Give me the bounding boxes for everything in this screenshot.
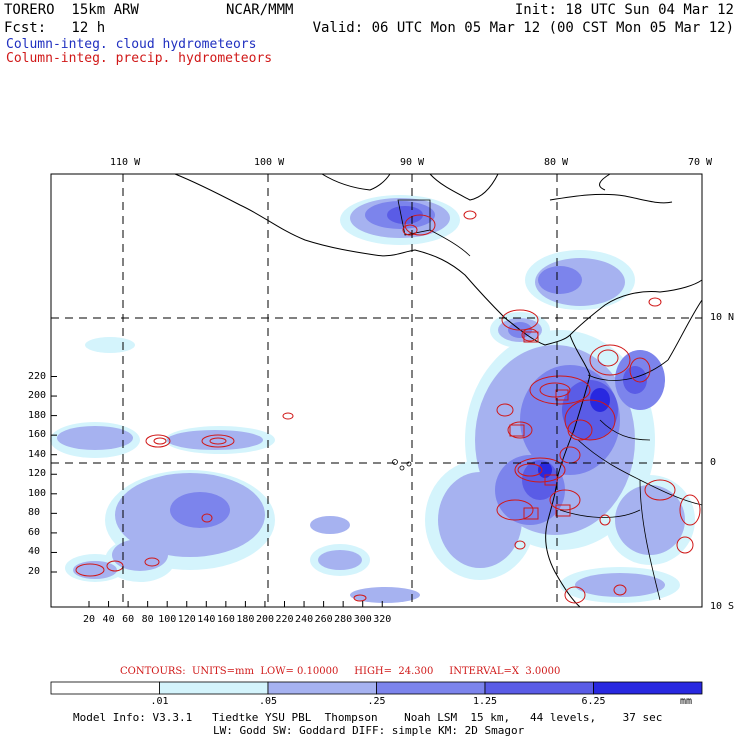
org-label: NCAR/MMM (226, 2, 294, 18)
x-tick-label: 260 (314, 614, 333, 625)
precip-field-label: Column-integ. precip. hydrometeors (6, 51, 273, 66)
precip-contours (75, 210, 701, 604)
x-tick-label: 300 (353, 614, 372, 625)
x-tick-label: 140 (197, 614, 216, 625)
colorbar-swatch (484, 681, 594, 695)
y-tick-label: 180 (28, 409, 47, 421)
y-tick-label: 140 (28, 448, 47, 460)
y-tick-label: 160 (28, 429, 47, 441)
cloud-field-label: Column-integ. cloud hydrometeors (6, 37, 257, 52)
y-tick-label: 100 (28, 487, 47, 499)
lat-label-10n: 10 N (710, 312, 735, 323)
colorbar-tick-label: .05 (259, 696, 278, 707)
forecast-hour: Fcst: 12 h (4, 20, 106, 36)
coastlines (174, 173, 703, 608)
lon-label-70w: 70 W (688, 157, 713, 168)
colorbar-tick-label: .01 (150, 696, 169, 707)
colorbar (50, 681, 703, 695)
x-tick-label: 320 (373, 614, 392, 625)
x-tick-label: 200 (255, 614, 274, 625)
x-tick-label: 180 (236, 614, 255, 625)
map-frame (50, 173, 703, 608)
x-tick-label: 120 (177, 614, 196, 625)
x-tick-label: 60 (122, 614, 135, 625)
colorbar-swatch (159, 681, 269, 695)
x-tick-label: 240 (295, 614, 314, 625)
lat-label-10s: 10 S (710, 601, 735, 612)
lon-label-80w: 80 W (544, 157, 569, 168)
physics-info: LW: Godd SW: Goddard DIFF: simple KM: 2D… (213, 724, 525, 737)
x-tick-label: 160 (216, 614, 235, 625)
colorbar-tick-label: 1.25 (473, 696, 498, 707)
colorbar-swatch (50, 681, 160, 695)
model-info: Model Info: V3.3.1 Tiedtke YSU PBL Thomp… (73, 711, 663, 724)
y-tick-label: 40 (28, 546, 41, 558)
model-title: TORERO 15km ARW (4, 2, 139, 18)
lon-label-100w: 100 W (254, 157, 285, 168)
y-tick-label: 200 (28, 390, 47, 402)
colorbar-swatch (376, 681, 486, 695)
y-tick-label: 60 (28, 526, 41, 538)
y-tick-label: 120 (28, 468, 47, 480)
lat-label-0: 0 (710, 457, 717, 468)
latlon-grid (51, 174, 702, 607)
x-tick-label: 80 (141, 614, 154, 625)
y-tick-label: 20 (28, 566, 41, 577)
valid-time: Valid: 06 UTC Mon 05 Mar 12 (00 CST Mon … (312, 20, 734, 36)
y-tick-label: 220 (28, 370, 47, 382)
colorbar-swatch (593, 681, 703, 695)
x-tick-label: 280 (334, 614, 353, 625)
y-tick-label: 80 (28, 507, 41, 519)
colorbar-units: mm (680, 696, 693, 707)
contour-info: CONTOURS: UNITS=mm LOW= 0.10000 HIGH= 24… (120, 666, 561, 677)
x-tick-label: 40 (102, 614, 115, 625)
colorbar-swatch (267, 681, 377, 695)
colorbar-tick-label: 6.25 (581, 696, 606, 707)
colorbar-tick-label: .25 (367, 696, 386, 707)
lon-label-110w: 110 W (110, 157, 141, 168)
init-time: Init: 18 UTC Sun 04 Mar 12 (514, 2, 734, 18)
x-tick-label: 20 (83, 614, 96, 625)
x-tick-label: 100 (158, 614, 177, 625)
x-tick-label: 220 (275, 614, 294, 625)
lon-label-90w: 90 W (400, 157, 425, 168)
